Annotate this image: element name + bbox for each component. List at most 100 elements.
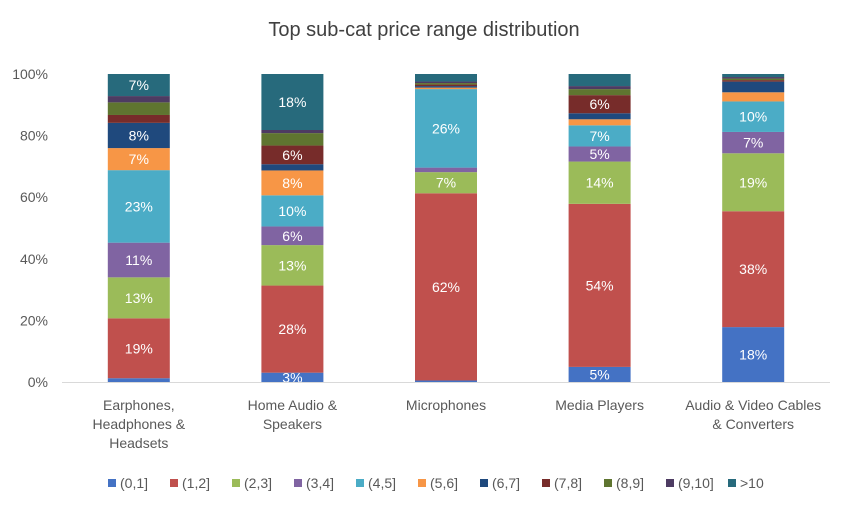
legend-swatch bbox=[108, 479, 116, 487]
legend-label: (2,3] bbox=[244, 475, 272, 491]
data-label: 7% bbox=[129, 77, 149, 93]
bar-segment bbox=[722, 101, 785, 132]
chart-title: Top sub-cat price range distribution bbox=[268, 19, 579, 41]
x-tick-label: Home Audio & Speakers bbox=[248, 397, 338, 432]
data-label: 5% bbox=[589, 366, 609, 382]
x-tick-label: Microphones bbox=[406, 397, 486, 413]
data-label: 6% bbox=[589, 96, 609, 112]
x-tick-label: Media Players bbox=[555, 397, 644, 413]
bar-segment bbox=[415, 81, 477, 84]
legend-label: (8,9] bbox=[616, 475, 644, 491]
bar-segment bbox=[261, 226, 324, 246]
bar-segment bbox=[107, 74, 170, 97]
bar-segment bbox=[722, 153, 785, 212]
y-tick-label: 100% bbox=[12, 66, 48, 82]
bar-segment bbox=[415, 380, 477, 382]
bar-segment bbox=[107, 170, 170, 243]
data-label: 7% bbox=[589, 128, 609, 144]
bar-segment bbox=[568, 74, 631, 87]
bar-segment bbox=[568, 95, 631, 114]
y-tick-label: 20% bbox=[20, 312, 48, 328]
bar-segment bbox=[568, 161, 631, 204]
bar-segment bbox=[722, 327, 785, 382]
y-tick-label: 40% bbox=[20, 251, 48, 267]
bar-segment bbox=[261, 195, 324, 227]
legend-label: (9,10] bbox=[678, 475, 714, 491]
bar-segment bbox=[107, 96, 170, 103]
data-label: 23% bbox=[125, 198, 153, 214]
data-label: 13% bbox=[125, 290, 153, 306]
plot-area: 19% 13% 11% 23% 7% 8% 7% 3% 28% 13% 6% 10% 8% 6% 18% 62… bbox=[107, 74, 785, 385]
bar-segment bbox=[261, 285, 324, 373]
data-label: 28% bbox=[278, 321, 306, 337]
x-tick-label: Earphones, Headphones & Headsets bbox=[92, 397, 185, 451]
bar-segment bbox=[568, 125, 631, 147]
bar-segment bbox=[722, 211, 785, 328]
bar-segment bbox=[722, 78, 785, 81]
bar-segment bbox=[568, 89, 631, 96]
bar-segment bbox=[107, 148, 170, 171]
bar-segment bbox=[261, 74, 324, 130]
bar-segment bbox=[415, 167, 477, 173]
legend-swatch bbox=[356, 479, 364, 487]
bar-segment bbox=[107, 114, 170, 123]
bar-segment bbox=[568, 86, 631, 90]
data-label: 62% bbox=[432, 279, 460, 295]
bar-segment bbox=[415, 193, 477, 381]
data-label: 11% bbox=[125, 252, 152, 268]
bar-segment bbox=[261, 145, 324, 165]
legend-label: (0,1] bbox=[120, 475, 148, 491]
bar-segment bbox=[261, 245, 324, 286]
legend-swatch bbox=[170, 479, 178, 487]
legend-swatch bbox=[728, 479, 736, 487]
bar-segment bbox=[107, 242, 170, 278]
bar-segment bbox=[107, 378, 170, 382]
data-label: 14% bbox=[586, 175, 614, 191]
legend-label: (1,2] bbox=[182, 475, 210, 491]
bar-segment bbox=[261, 130, 324, 134]
legend-label: (3,4] bbox=[306, 475, 334, 491]
bar-segment bbox=[261, 372, 324, 382]
legend-swatch bbox=[666, 479, 674, 487]
bar-segment bbox=[107, 277, 170, 319]
data-label: 54% bbox=[586, 277, 614, 293]
legend-label: (5,6] bbox=[430, 475, 458, 491]
bar-segment bbox=[415, 84, 477, 87]
bar-segment bbox=[568, 366, 631, 382]
y-tick-label: 0% bbox=[28, 374, 48, 390]
data-label: 26% bbox=[432, 120, 460, 136]
y-tick-label: 80% bbox=[20, 128, 48, 144]
legend-swatch bbox=[294, 479, 302, 487]
data-label: 6% bbox=[282, 228, 302, 244]
data-label: 10% bbox=[278, 203, 306, 219]
x-tick-label: Audio & Video Cables & Converters bbox=[685, 397, 821, 432]
bar-segment bbox=[415, 83, 477, 85]
data-label: 5% bbox=[589, 146, 609, 162]
bar-segment bbox=[261, 164, 324, 171]
data-label: 13% bbox=[278, 257, 306, 273]
bar-segment bbox=[415, 89, 477, 168]
bar-segment bbox=[107, 318, 170, 379]
data-label: 8% bbox=[129, 127, 149, 143]
bar-segment bbox=[415, 86, 477, 88]
bar-segment bbox=[722, 77, 785, 79]
data-label: 18% bbox=[739, 347, 767, 363]
data-label: 7% bbox=[129, 151, 149, 167]
data-label: 18% bbox=[278, 94, 306, 110]
bar-segment bbox=[722, 74, 785, 78]
bar-segment bbox=[261, 133, 324, 146]
data-label: 3% bbox=[282, 369, 302, 385]
legend-label: (6,7] bbox=[492, 475, 520, 491]
bar-segment bbox=[722, 81, 785, 93]
legend-label: >10 bbox=[740, 475, 764, 491]
bar-segment bbox=[261, 170, 324, 196]
bar-segment bbox=[568, 146, 631, 162]
bar-segment bbox=[415, 74, 477, 82]
x-axis: Earphones, Headphones & Headsets Home Audio… bbox=[62, 382, 830, 451]
bar-segment bbox=[722, 80, 785, 82]
bar-segment bbox=[568, 119, 631, 126]
bar-segment bbox=[722, 92, 785, 102]
data-label: 10% bbox=[739, 109, 767, 125]
